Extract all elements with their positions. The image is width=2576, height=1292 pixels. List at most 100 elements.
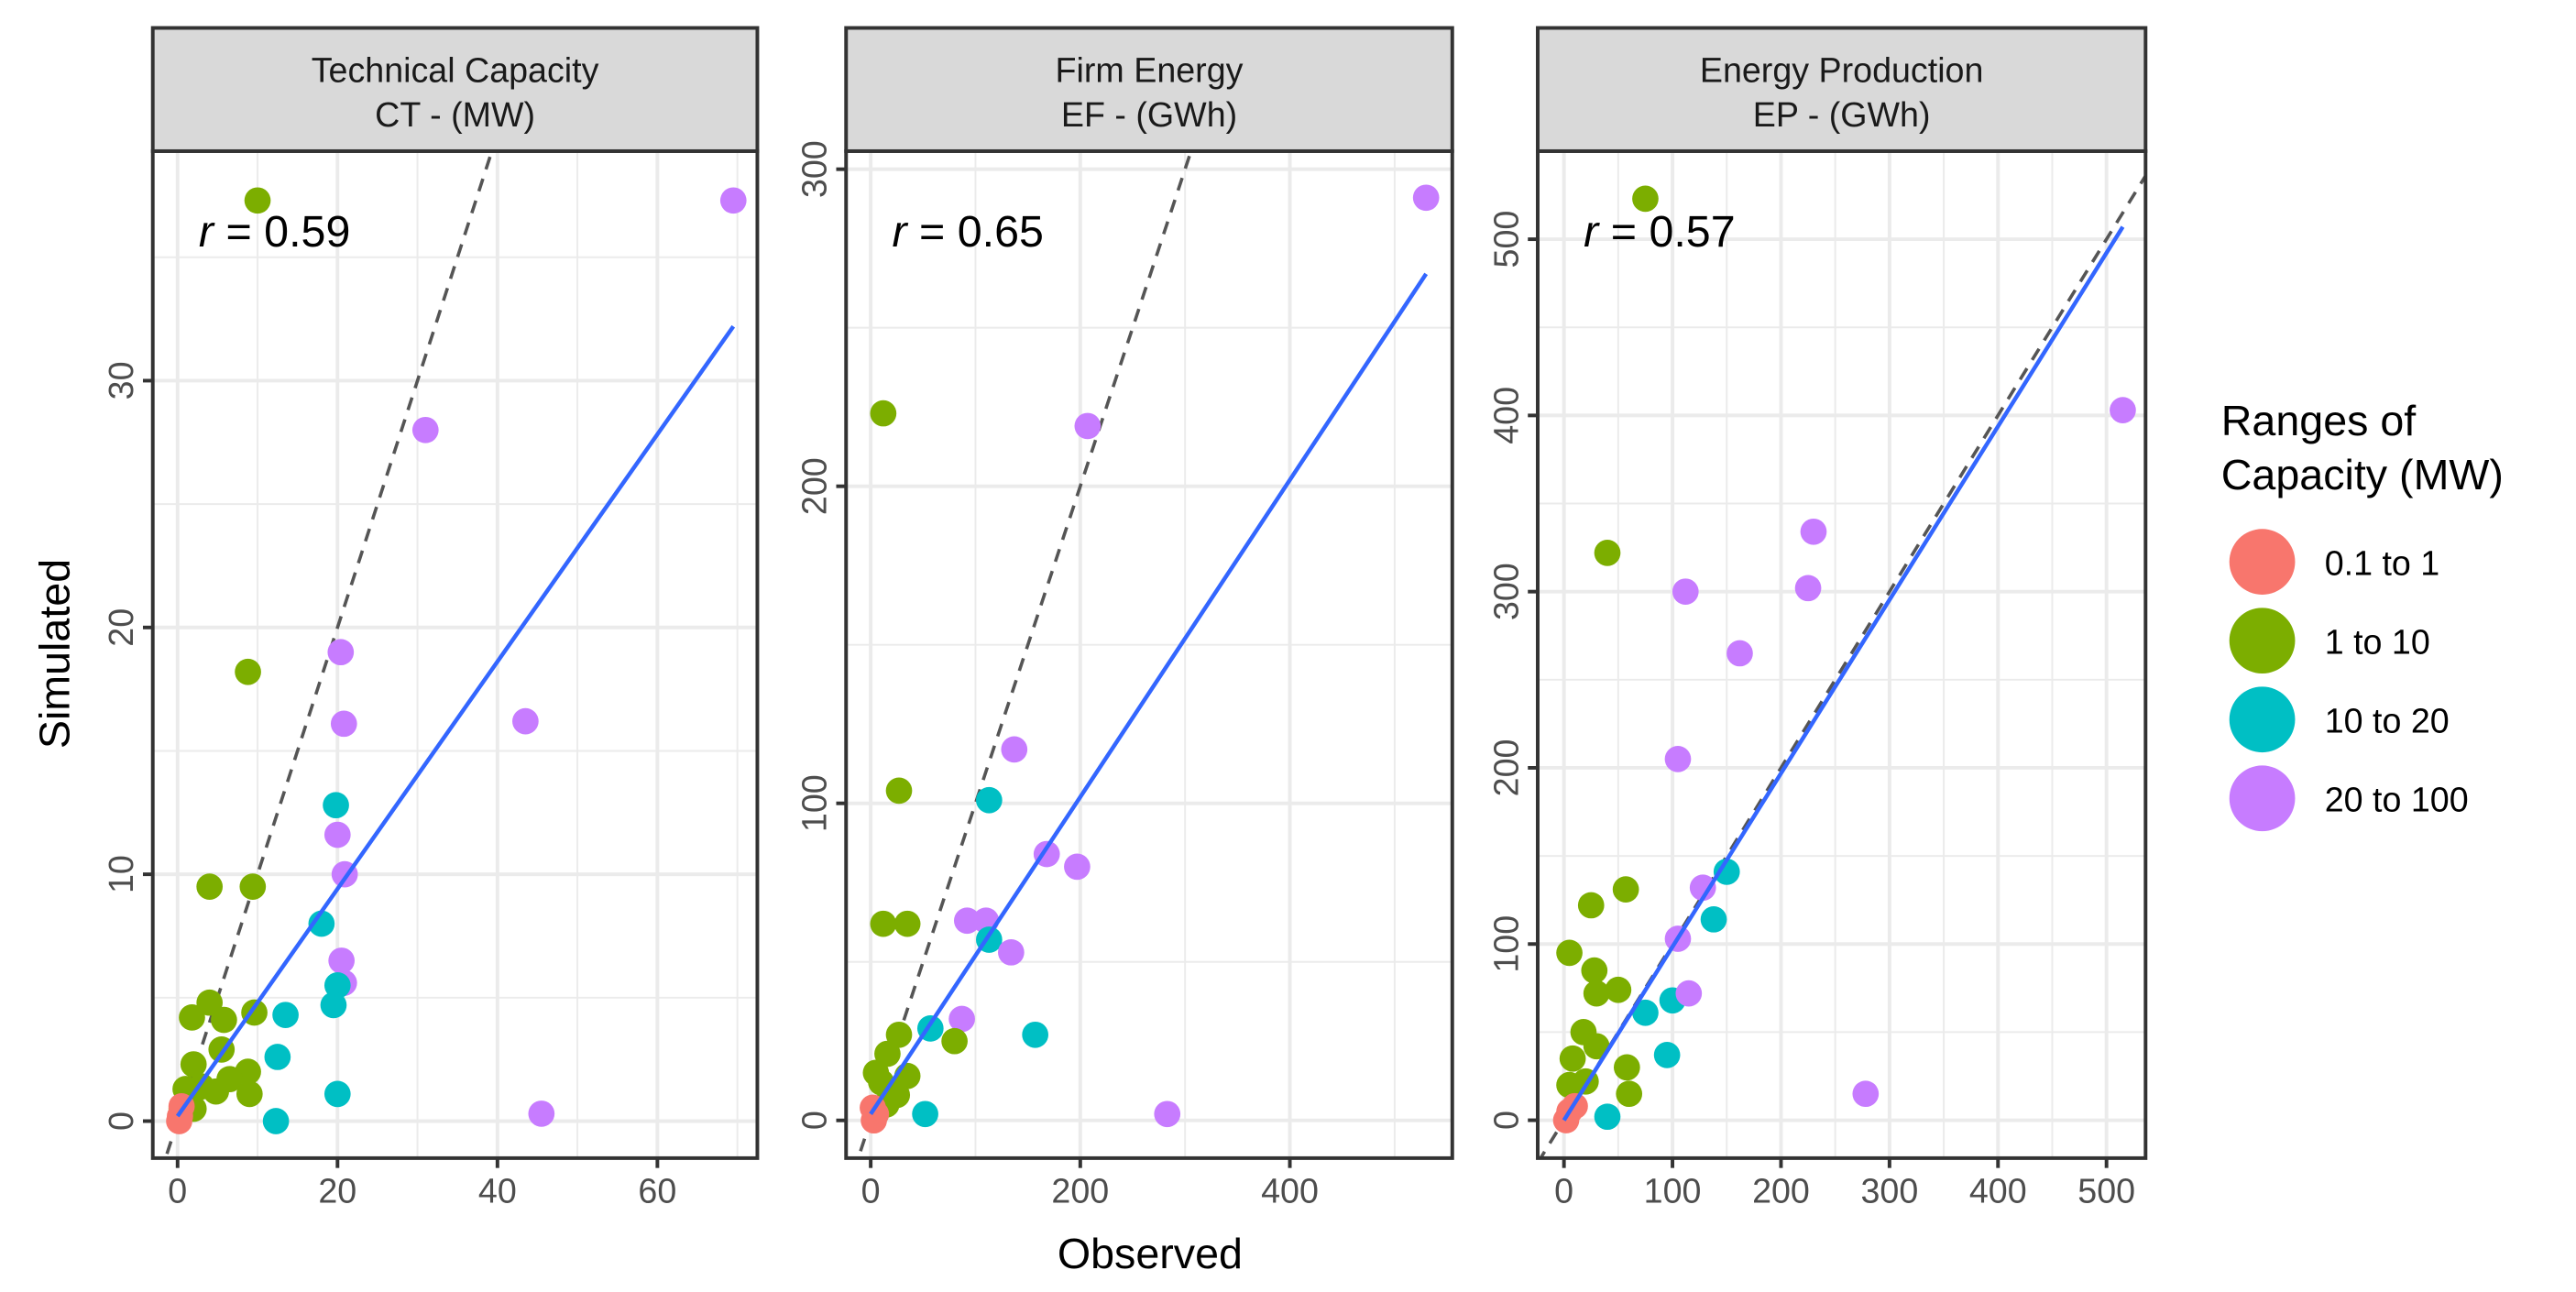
y-tick-label: 100 [795, 774, 834, 832]
data-point [1700, 905, 1727, 933]
plot-background [1537, 150, 2146, 1158]
data-point [976, 786, 1003, 814]
data-point [328, 947, 356, 974]
data-point [179, 1004, 205, 1031]
facet-strip-label: EF - (GWh) [1061, 95, 1237, 134]
x-tick-label: 0 [1554, 1171, 1573, 1210]
panel-1: r = 0.59 Technical Capacity CT - (MW) 0 20 40… [102, 26, 760, 1210]
r-value: = 0.57 [1611, 207, 1736, 257]
y-tick-label: 400 [1486, 387, 1525, 444]
y-tick-label: 500 [1486, 211, 1525, 268]
data-point [1726, 640, 1753, 667]
plot-content [1539, 172, 2146, 1158]
x-tick-label: 40 [478, 1171, 517, 1210]
data-point [941, 1027, 968, 1055]
data-point [196, 989, 224, 1016]
facet-strip [1536, 26, 2148, 153]
data-point [196, 873, 224, 900]
data-point [244, 187, 271, 214]
data-point [1613, 1054, 1640, 1081]
data-point [323, 972, 351, 999]
x-tick-label: 0 [861, 1171, 881, 1210]
y-tick-label: 0 [102, 1111, 140, 1131]
data-point [1675, 980, 1703, 1007]
data-point [166, 1108, 192, 1134]
data-point [235, 658, 261, 685]
facet-strip-label: Energy Production [1700, 51, 1984, 90]
data-point [1001, 736, 1028, 763]
plot-content [856, 150, 1440, 1158]
data-point [1664, 746, 1692, 772]
r-symbol: r [892, 207, 919, 257]
legend: Ranges of Capacity (MW) 0.1 to 1 1 to 10 1… [2221, 397, 2504, 832]
x-tick-label: 300 [1860, 1171, 1918, 1210]
y-tick-label: 0 [1486, 1111, 1525, 1130]
regression-line [175, 324, 736, 1118]
data-point [1583, 1033, 1610, 1060]
data-point [330, 710, 357, 738]
y-tick-label: 0 [795, 1111, 834, 1130]
data-point [998, 938, 1025, 966]
data-point [320, 991, 347, 1019]
data-point [912, 1100, 938, 1128]
data-point [1064, 853, 1091, 881]
x-tick-label: 400 [1969, 1171, 2027, 1210]
data-point [1672, 578, 1699, 606]
data-point [236, 1080, 263, 1108]
legend-title-line-2: Capacity (MW) [2221, 451, 2504, 498]
y-axis-title: Simulated [30, 559, 78, 749]
x-tick-label: 100 [1644, 1171, 1702, 1210]
data-point [1632, 185, 1659, 213]
plot-background [846, 150, 1452, 1158]
legend-label: 1 to 10 [2325, 623, 2430, 662]
data-point [1852, 1080, 1880, 1108]
plot-content [163, 150, 747, 1158]
data-point [327, 639, 355, 666]
data-point [885, 777, 913, 805]
data-point [1794, 575, 1822, 602]
data-point [180, 1051, 207, 1078]
data-point [1154, 1100, 1181, 1128]
data-point [1559, 1045, 1586, 1072]
facet-strip-label: Technical Capacity [312, 51, 599, 90]
r-symbol: r [1584, 207, 1611, 257]
y-tick-label: 200 [795, 457, 834, 515]
regression-line [869, 272, 1429, 1116]
data-point [203, 1078, 230, 1105]
x-tick-label: 500 [2077, 1171, 2135, 1210]
data-point [1556, 939, 1583, 967]
data-point [1583, 980, 1610, 1007]
legend-key-b [2229, 608, 2296, 674]
data-point [264, 1044, 291, 1070]
data-point [1605, 976, 1632, 1003]
data-point [874, 1040, 901, 1068]
y-tick-label: 200 [1486, 739, 1525, 797]
data-point [239, 873, 267, 900]
r-value: = 0.59 [225, 207, 350, 257]
legend-key-d [2229, 765, 2296, 832]
y-tick-label: 300 [795, 140, 834, 198]
x-tick-label: 400 [1261, 1171, 1319, 1210]
panel-2: r = 0.65 Firm Energy EF - (GWh) 0 200 400 0 100… [795, 26, 1454, 1210]
y-tick-label: 300 [1486, 563, 1525, 620]
facet-strip [150, 26, 760, 153]
data-point [1594, 540, 1621, 566]
y-tick-label: 100 [1486, 915, 1525, 973]
legend-label: 10 to 20 [2325, 702, 2450, 740]
data-point [262, 1108, 290, 1134]
data-point [1713, 859, 1740, 885]
x-tick-label: 0 [168, 1171, 187, 1210]
legend-key-c [2229, 686, 2296, 753]
data-point [893, 910, 921, 937]
data-point [1689, 874, 1716, 902]
legend-key-a [2229, 529, 2296, 595]
data-point [1581, 957, 1608, 984]
facet-strip-label: Firm Energy [1056, 51, 1244, 90]
data-point [2110, 397, 2136, 423]
correlation-label: r = 0.65 [892, 207, 1043, 257]
data-point [1632, 999, 1659, 1026]
x-tick-label: 60 [638, 1171, 676, 1210]
data-point [411, 416, 439, 443]
data-point [1577, 892, 1605, 919]
data-point [512, 707, 539, 735]
